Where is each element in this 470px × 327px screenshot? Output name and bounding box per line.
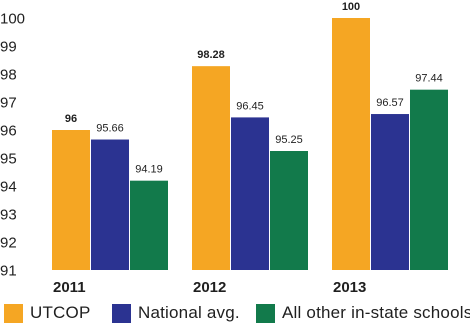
y-tick-label-95: 95	[0, 151, 17, 168]
data-label-national-avg-2011: 95.66	[96, 123, 124, 135]
legend-swatch-utcop	[4, 304, 23, 323]
bar-utcop-2013	[332, 18, 370, 270]
legend-swatch-all-other	[256, 304, 275, 323]
y-tick-label-97: 97	[0, 95, 17, 112]
y-tick-label-91: 91	[0, 263, 17, 280]
y-tick-label-100: 100	[0, 11, 25, 28]
y-tick-label-92: 92	[0, 235, 17, 252]
legend: UTCOP National avg. All other in-state s…	[0, 302, 470, 326]
data-label-utcop-2011: 96	[65, 113, 77, 125]
bar-all-other-in-state-schools-2011	[130, 180, 168, 270]
data-label-all-other-in-state-schools-2013: 97.44	[415, 73, 443, 85]
bar-utcop-2011	[52, 130, 90, 270]
data-label-national-avg-2013: 96.57	[376, 97, 404, 109]
bar-all-other-in-state-schools-2013	[410, 89, 448, 271]
x-tick-label-2011: 2011	[53, 279, 86, 296]
bar-all-other-in-state-schools-2012	[270, 151, 308, 270]
legend-label-national-avg: National avg.	[138, 303, 240, 322]
y-tick-label-98: 98	[0, 67, 17, 84]
data-label-all-other-in-state-schools-2011: 94.19	[135, 164, 163, 176]
legend-label-utcop: UTCOP	[30, 303, 91, 322]
y-tick-label-99: 99	[0, 39, 17, 56]
bar-national-avg-2011	[91, 139, 129, 270]
legend-swatch-national-avg	[112, 304, 131, 323]
data-label-utcop-2013: 100	[342, 1, 360, 13]
data-label-utcop-2012: 98.28	[197, 49, 225, 61]
x-tick-label-2013: 2013	[333, 279, 366, 296]
data-label-national-avg-2012: 96.45	[236, 100, 264, 112]
bar-utcop-2012	[192, 66, 230, 270]
y-tick-label-93: 93	[0, 207, 17, 224]
y-tick-label-96: 96	[0, 123, 17, 140]
bar-national-avg-2012	[231, 117, 269, 271]
bar-national-avg-2013	[371, 114, 409, 270]
y-tick-label-94: 94	[0, 179, 17, 196]
chart-canvas: 91 92 93 94 95 96 97 98 99 100 96 98.28 100 95.66 96.4…	[0, 1, 448, 296]
data-label-all-other-in-state-schools-2012: 95.25	[275, 134, 303, 146]
legend-label-all-other: All other in-state schools	[282, 303, 470, 322]
x-tick-label-2012: 2012	[193, 279, 226, 296]
